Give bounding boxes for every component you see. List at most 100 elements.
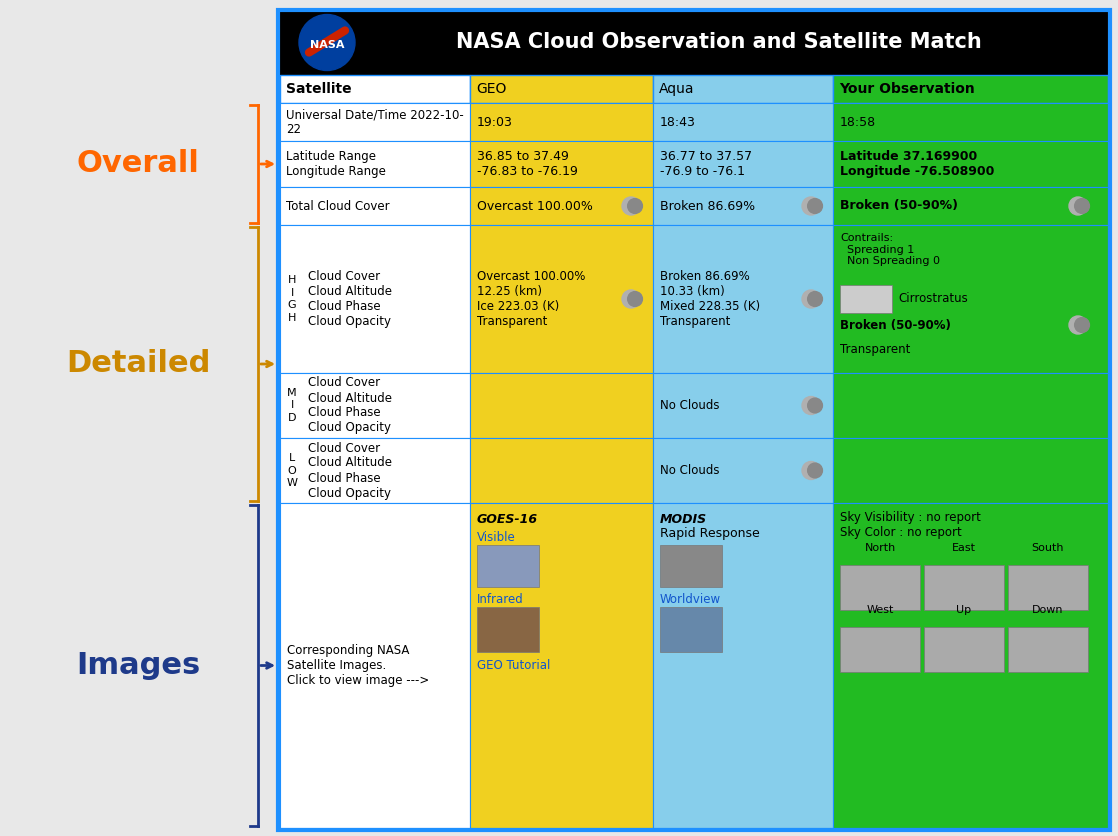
Text: M
I
D: M I D — [287, 388, 296, 423]
Bar — [470, 75, 653, 103]
Text: North: North — [864, 543, 896, 553]
Text: NASA Cloud Observation and Satellite Match: NASA Cloud Observation and Satellite Mat… — [456, 33, 982, 53]
Text: MODIS: MODIS — [660, 513, 707, 526]
Circle shape — [627, 292, 643, 306]
Text: Cirrostratus: Cirrostratus — [898, 293, 968, 305]
Circle shape — [807, 398, 823, 413]
Text: Rapid Response: Rapid Response — [660, 527, 760, 540]
Bar — [833, 187, 1108, 225]
Text: Broken 86.69%: Broken 86.69% — [660, 200, 755, 212]
Text: Up: Up — [956, 605, 972, 615]
Circle shape — [802, 461, 819, 480]
Text: GEO: GEO — [476, 82, 506, 96]
Text: No Clouds: No Clouds — [660, 399, 720, 412]
Bar — [470, 103, 653, 141]
Text: Latitude 37.169900
Longitude -76.508900: Latitude 37.169900 Longitude -76.508900 — [840, 150, 994, 178]
Text: H
I
G
H: H I G H — [287, 275, 296, 323]
Bar — [653, 225, 833, 373]
Bar — [280, 187, 470, 225]
Text: Corresponding NASA
Satellite Images.
Click to view image --->: Corresponding NASA Satellite Images. Cli… — [287, 644, 429, 687]
Bar — [470, 187, 653, 225]
Text: Visible: Visible — [477, 531, 515, 544]
Circle shape — [299, 14, 356, 70]
Circle shape — [807, 199, 823, 213]
Text: Overall: Overall — [76, 150, 199, 179]
Text: Infrared: Infrared — [477, 593, 523, 606]
Text: Universal Date/Time 2022-10-
22: Universal Date/Time 2022-10- 22 — [286, 108, 464, 136]
Bar — [280, 438, 470, 503]
Text: No Clouds: No Clouds — [660, 464, 720, 477]
Text: Cloud Cover
Cloud Altitude
Cloud Phase
Cloud Opacity: Cloud Cover Cloud Altitude Cloud Phase C… — [307, 441, 392, 499]
Circle shape — [802, 290, 819, 308]
Circle shape — [1069, 197, 1087, 215]
Text: Detailed: Detailed — [66, 349, 210, 379]
Bar — [653, 75, 833, 103]
Bar — [280, 141, 470, 187]
Bar — [1008, 627, 1088, 672]
Circle shape — [622, 197, 639, 215]
Bar — [653, 503, 833, 828]
Bar — [280, 373, 470, 438]
Bar — [833, 373, 1108, 438]
Bar — [653, 103, 833, 141]
Bar — [653, 141, 833, 187]
Text: Overcast 100.00%: Overcast 100.00% — [477, 200, 593, 212]
Text: Broken (50-90%): Broken (50-90%) — [840, 200, 958, 212]
Text: Images: Images — [76, 651, 200, 680]
Circle shape — [1074, 318, 1089, 333]
Bar — [923, 627, 1004, 672]
Bar — [833, 438, 1108, 503]
Text: Sky Visibility : no report
Sky Color : no report: Sky Visibility : no report Sky Color : n… — [840, 511, 980, 539]
Bar — [477, 607, 539, 652]
Bar — [470, 503, 653, 828]
Circle shape — [807, 292, 823, 306]
Text: NASA: NASA — [310, 40, 344, 50]
Circle shape — [802, 396, 819, 415]
Bar — [833, 141, 1108, 187]
Bar — [660, 545, 722, 587]
Bar — [1008, 565, 1088, 610]
Circle shape — [622, 290, 639, 308]
Bar — [280, 75, 470, 103]
Text: 36.77 to 37.57
-76.9 to -76.1: 36.77 to 37.57 -76.9 to -76.1 — [660, 150, 752, 178]
Bar — [477, 545, 539, 587]
Circle shape — [1069, 316, 1087, 334]
Text: Cloud Cover
Cloud Altitude
Cloud Phase
Cloud Opacity: Cloud Cover Cloud Altitude Cloud Phase C… — [307, 376, 392, 435]
Bar — [653, 187, 833, 225]
Bar — [280, 103, 470, 141]
Circle shape — [807, 463, 823, 478]
Bar — [840, 627, 920, 672]
Bar — [833, 503, 1108, 828]
Text: GEO Tutorial: GEO Tutorial — [477, 659, 550, 672]
Text: Worldview: Worldview — [660, 593, 721, 606]
Text: Your Observation: Your Observation — [838, 82, 975, 96]
Bar — [840, 565, 920, 610]
Bar — [833, 225, 1108, 373]
Text: West: West — [866, 605, 893, 615]
Text: Satellite: Satellite — [286, 82, 352, 96]
Bar — [923, 565, 1004, 610]
Text: Contrails:
  Spreading 1
  Non Spreading 0: Contrails: Spreading 1 Non Spreading 0 — [840, 233, 940, 266]
Bar — [833, 103, 1108, 141]
Text: Latitude Range
Longitude Range: Latitude Range Longitude Range — [286, 150, 386, 178]
Text: Overcast 100.00%
12.25 (km)
Ice 223.03 (K)
Transparent: Overcast 100.00% 12.25 (km) Ice 223.03 (… — [477, 270, 586, 328]
Text: GOES-16: GOES-16 — [477, 513, 538, 526]
Text: East: East — [953, 543, 976, 553]
Text: Transparent: Transparent — [840, 344, 910, 356]
Bar — [280, 503, 470, 828]
Bar — [840, 285, 892, 313]
Text: 18:43: 18:43 — [660, 115, 695, 129]
Bar — [653, 438, 833, 503]
Bar — [278, 10, 1110, 830]
Bar — [470, 141, 653, 187]
Text: Aqua: Aqua — [659, 82, 694, 96]
Bar — [280, 225, 470, 373]
Bar — [470, 225, 653, 373]
Text: South: South — [1032, 543, 1064, 553]
Text: L
O
W: L O W — [286, 453, 297, 488]
Text: Broken (50-90%): Broken (50-90%) — [840, 319, 951, 332]
Text: Broken 86.69%
10.33 (km)
Mixed 228.35 (K)
Transparent: Broken 86.69% 10.33 (km) Mixed 228.35 (K… — [660, 270, 760, 328]
Bar — [833, 75, 1108, 103]
Text: 18:58: 18:58 — [840, 115, 877, 129]
Bar — [280, 10, 1108, 75]
